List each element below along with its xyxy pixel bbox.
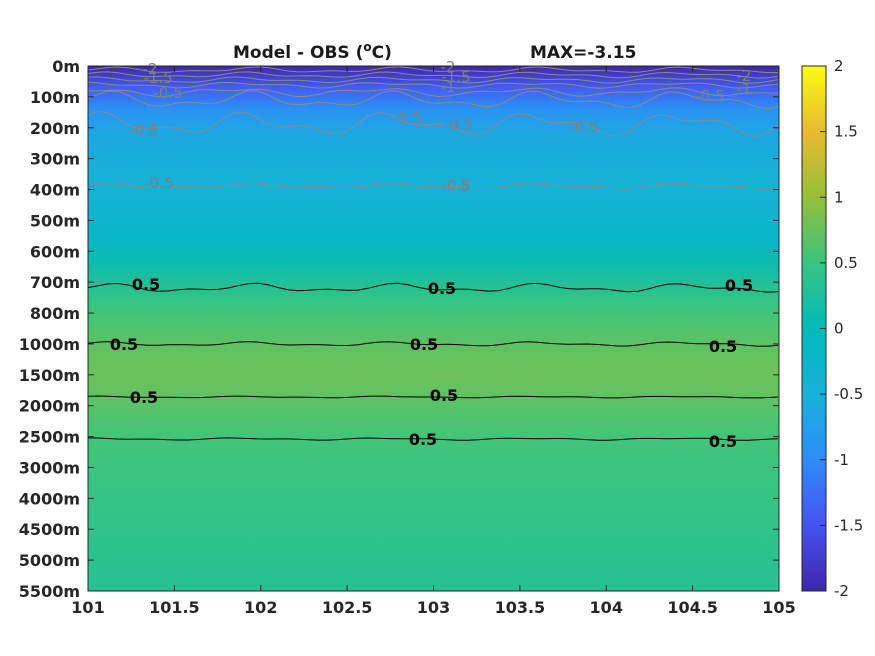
y-tick-label: 200m (30, 119, 80, 138)
contour-line-black (87, 395, 779, 399)
colorbar-tick-label: 0.5 (834, 254, 858, 272)
contour-label-gray: -1.5 (441, 68, 470, 86)
contour-label-black: 0.5 (110, 335, 138, 354)
contour-label-black: 0.5 (409, 430, 437, 449)
contour-line-black (87, 282, 779, 293)
y-tick-label: 600m (30, 242, 80, 261)
y-tick-label: 3000m (19, 458, 80, 477)
x-axis: 101 101.5 102 102.5 103 103.5 104 104.5 105 (71, 66, 796, 617)
contour-label-gray: -2 (143, 60, 158, 78)
contour-line-gray (87, 71, 779, 79)
contour-label-black: 0.5 (130, 388, 158, 407)
contour-label-gray: -0.5 (443, 116, 472, 134)
x-tick-label: 101.5 (149, 598, 200, 617)
x-tick-label: 104 (590, 598, 623, 617)
contour-label-gray: -1 (737, 80, 752, 98)
contour-label-black: 0.5 (132, 275, 160, 294)
colorbar-tick-label: 1.5 (834, 123, 858, 141)
y-tick-label: 1500m (19, 366, 80, 385)
contour-lines (87, 66, 779, 441)
y-tick-label: 4500m (19, 520, 80, 539)
x-tick-label: 102 (244, 598, 277, 617)
contour-line-black (87, 341, 779, 347)
contour-label-black: 0.5 (430, 386, 458, 405)
y-tick-label: 5500m (19, 582, 80, 601)
contour-label-gray: -1.5 (143, 69, 172, 87)
colorbar-tick-label: 0 (834, 320, 844, 338)
chart-max-label: MAX=-3.15 (530, 43, 636, 63)
y-tick-label: 800m (30, 304, 80, 323)
contour-line-gray (87, 66, 779, 74)
x-tick-label: 105 (762, 598, 795, 617)
colorbar-tick-label: -2 (834, 582, 849, 600)
contour-label-gray: -0.5 (153, 84, 182, 102)
y-tick-label: 100m (30, 88, 80, 107)
contour-label-gray: -0.5 (129, 121, 158, 139)
chart-title: Model - OBS (oC) (233, 40, 392, 63)
y-tick-label: 300m (30, 150, 80, 169)
contour-label-gray: -0.5 (569, 118, 598, 136)
contour-line-gray (87, 76, 779, 84)
y-tick-label: 500m (30, 211, 80, 230)
contour-label-gray: -0.5 (441, 177, 470, 195)
contour-label-gray: -0.5 (695, 87, 724, 105)
x-tick-label: 103 (417, 598, 450, 617)
heatmap-field (88, 66, 779, 591)
contour-label-gray: -0.5 (392, 109, 421, 127)
contour-label-black: 0.5 (709, 432, 737, 451)
colorbar-tick-label: -1.5 (834, 516, 863, 534)
colorbar-tick-label: 2 (834, 57, 844, 75)
title-unit: C) (372, 43, 392, 63)
contour-label-black: 0.5 (410, 335, 438, 354)
x-tick-label: 103.5 (495, 598, 546, 617)
y-tick-label: 400m (30, 181, 80, 200)
contour-labels: 0.5 0.5 0.50.5 0.5 0.50.5 0.50.5 0.5-2-1.5-0.5… (110, 58, 753, 451)
y-tick-label: 700m (30, 273, 80, 292)
y-tick-label: 2500m (19, 428, 80, 447)
contour-line-gray (87, 90, 779, 110)
x-tick-label: 104.5 (667, 598, 718, 617)
x-tick-label: 101 (71, 598, 104, 617)
y-tick-label: 1000m (19, 335, 80, 354)
y-axis: 0m 100m 200m 300m 400m 500m 600m 700m 800m 1000m 1… (19, 57, 779, 601)
contour-label-gray: -0.5 (144, 174, 173, 192)
colorbar-tick-label: -0.5 (834, 385, 863, 403)
colorbar-axis: 2 1.5 1 0.5 0 -0.5 -1 -1.5 -2 (820, 57, 863, 600)
contour-line-gray (87, 81, 779, 89)
contour-label-black: 0.5 (725, 276, 753, 295)
contour-line-gray (87, 87, 778, 98)
title-text: Model - OBS ( (233, 43, 363, 63)
y-tick-label: 5000m (19, 551, 80, 570)
contour-label-gray: -2 (737, 67, 752, 85)
contour-label-gray: -1 (441, 78, 456, 96)
contour-line-gray (87, 183, 779, 189)
title-degree: o (363, 40, 371, 54)
contour-label-black: 0.5 (709, 337, 737, 356)
contour-line-gray (87, 110, 779, 138)
y-tick-label: 2000m (19, 397, 80, 416)
colorbar-tick-label: -1 (834, 451, 849, 469)
y-tick-label: 0m (52, 57, 80, 76)
colorbar-tick-label: 1 (834, 188, 844, 206)
y-tick-label: 4000m (19, 489, 80, 508)
x-tick-label: 102.5 (322, 598, 373, 617)
contour-label-black: 0.5 (428, 279, 456, 298)
contour-label-gray: -2 (441, 58, 456, 76)
contour-line-black (87, 437, 779, 441)
